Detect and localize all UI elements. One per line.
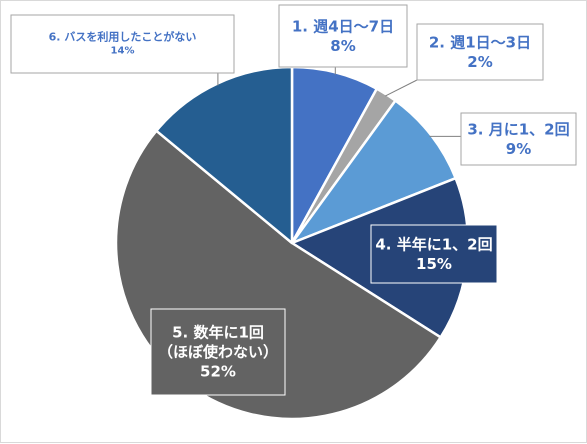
data-label-5: 5. 数年に1回（ほぼ使わない） 52% — [150, 308, 286, 396]
data-label-value: 52% — [200, 363, 236, 381]
data-label-3: 3. 月に1、2回 9% — [429, 112, 577, 166]
data-label-value: 2% — [467, 53, 492, 71]
data-label-box-5 — [150, 308, 286, 396]
pie-slice-3 — [290, 99, 457, 245]
data-label-category: 4. 半年に1、2回 — [375, 235, 492, 253]
leader-line-2 — [384, 79, 418, 97]
data-label-box-1 — [278, 4, 408, 68]
data-label-value: 15% — [416, 255, 452, 273]
data-label-category: （ほぼ使わない） — [158, 343, 278, 361]
data-label-value: 8% — [330, 37, 355, 55]
data-label-box-3 — [460, 112, 577, 166]
data-label-category: 2. 週1日～3日 — [429, 33, 531, 51]
data-label-category: 6. バスを利用したことがない — [49, 29, 197, 43]
data-label-category: 1. 週4日～7日 — [292, 17, 394, 35]
data-label-category: 3. 月に1、2回 — [467, 120, 569, 138]
data-label-value: 14% — [111, 46, 135, 57]
data-label-6: 6. バスを利用したことがない 14% — [10, 14, 235, 86]
data-label-1: 1. 週4日～7日 8% — [278, 4, 408, 75]
data-label-box-2 — [416, 23, 544, 81]
data-label-box-6 — [10, 14, 235, 74]
data-label-box-4 — [370, 224, 498, 284]
data-label-value: 9% — [506, 140, 531, 158]
data-label-4: 4. 半年に1、2回 15% — [370, 224, 498, 284]
data-label-2: 2. 週1日～3日 2% — [384, 23, 544, 97]
data-label-category: 5. 数年に1回 — [172, 324, 264, 342]
